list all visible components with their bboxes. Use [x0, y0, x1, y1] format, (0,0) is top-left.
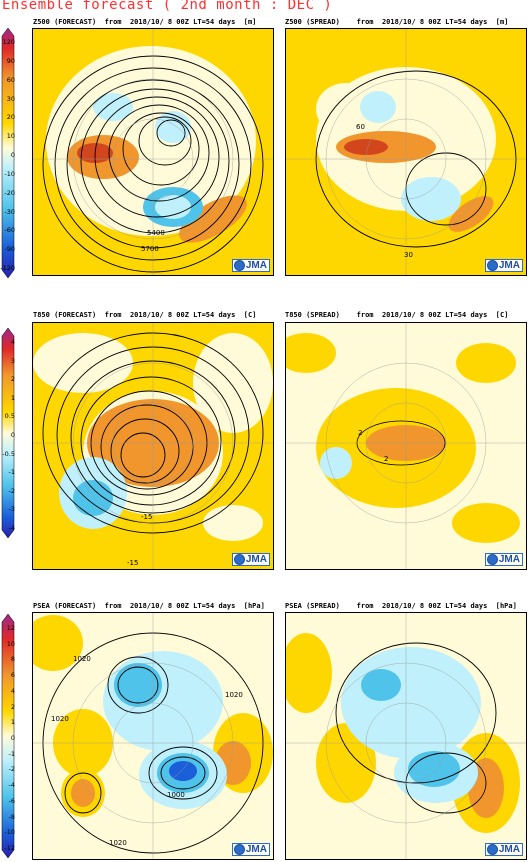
psea-spread-map: JMA [285, 612, 527, 860]
colorbar-tick-label: 60 [6, 75, 15, 84]
t850-forecast-field: -15 -15 [33, 323, 273, 569]
z500-spread-label-60: 60 [356, 123, 365, 131]
psea-spread-header: PSEA (SPREAD) from 2018/10/ 8 00Z LT=54 … [285, 602, 517, 610]
colorbar-tick-label: -2 [8, 765, 15, 774]
t850-spread-map: 2 2 JMA [285, 322, 527, 570]
colorbar-tick-label: 10 [6, 639, 15, 648]
psea-spread-field [286, 613, 526, 859]
colorbar-tick-label: -12 [4, 844, 15, 852]
colorbar-tick-label: 0 [10, 734, 15, 742]
psea-forecast-map: 1020 1020 1020 1000 1020 JMA [32, 612, 274, 860]
colorbar-tick-label: 0.5 [4, 412, 15, 421]
colorbar-tick-label: 20 [6, 113, 15, 122]
colorbar-tick-label: 90 [6, 56, 15, 65]
colorbar-tick-label: -90 [4, 245, 15, 254]
colorbar-tick-label: -20 [4, 188, 15, 197]
jma-logo: JMA [231, 259, 270, 272]
colorbar-tick-label: -2 [8, 486, 15, 495]
colorbar-tick-label: 2 [10, 702, 15, 711]
colorbar-tick-label: 6 [10, 671, 15, 680]
colorbar-tick-label: 3 [10, 356, 15, 365]
t850-forecast-header: T850 (FORECAST) from 2018/10/ 8 00Z LT=5… [33, 311, 257, 319]
colorbar-tick-label: 12 [6, 624, 15, 632]
colorbar-tick-label: 1 [10, 393, 15, 402]
psea-label-e: 1020 [109, 839, 127, 847]
t850-label-a: -15 [141, 513, 152, 521]
z500-colorbar [1, 28, 15, 278]
colorbar-tick-label: -4 [8, 524, 15, 532]
jma-globe-icon [486, 260, 498, 271]
t850-spread-field: 2 2 [286, 323, 526, 569]
colorbar-tick-label: -1 [8, 749, 15, 758]
jma-globe-icon [486, 844, 498, 855]
colorbar-tick-label: -6 [8, 796, 15, 805]
psea-label-c: 1020 [225, 691, 243, 699]
colorbar-tick-label: -10 [4, 169, 15, 178]
jma-logo: JMA [231, 553, 270, 566]
jma-logo: JMA [231, 843, 270, 856]
z500-label-5700: 5700 [141, 245, 159, 253]
jma-logo: JMA [484, 259, 523, 272]
colorbar-tick-label: -1 [8, 468, 15, 477]
page-title: Ensemble forecast ( 2nd month : DEC ) [2, 0, 333, 13]
t850-spread-header: T850 (SPREAD) from 2018/10/ 8 00Z LT=54 … [285, 311, 509, 319]
colorbar-tick-label: 10 [6, 132, 15, 141]
colorbar-tick-label: 0 [10, 151, 15, 159]
colorbar-tick-label: -3 [8, 505, 15, 514]
colorbar-tick-label: -8 [8, 812, 15, 821]
psea-forecast-header: PSEA (FORECAST) from 2018/10/ 8 00Z LT=5… [33, 602, 265, 610]
psea-forecast-field: 1020 1020 1020 1000 1020 [33, 613, 273, 859]
colorbar-tick-label: 120 [2, 38, 15, 46]
z500-spread-label-30: 30 [404, 251, 413, 259]
colorbar-tick-label: -0.5 [2, 449, 15, 458]
z500-spread-header: Z500 (SPREAD) from 2018/10/ 8 00Z LT=54 … [285, 18, 509, 26]
t850-spread-label-a: 2 [358, 429, 362, 437]
jma-logo: JMA [484, 843, 523, 856]
t850-label-b: -15 [127, 559, 138, 567]
psea-label-d: 1000 [167, 791, 185, 799]
colorbar-tick-label: -30 [4, 207, 15, 216]
t850-colorbar [1, 328, 15, 538]
colorbar-tick-label: 0 [10, 431, 15, 439]
jma-globe-icon [486, 554, 498, 565]
colorbar-tick-label: -60 [4, 226, 15, 235]
colorbar-tick-label: 4 [10, 338, 15, 346]
jma-globe-icon [233, 844, 245, 855]
colorbar-tick-label: 1 [10, 718, 15, 727]
z500-label-5400: 5400 [147, 229, 165, 237]
colorbar-tick-label: -4 [8, 781, 15, 790]
z500-forecast-header: Z500 (FORECAST) from 2018/10/ 8 00Z LT=5… [33, 18, 257, 26]
colorbar-tick-label: 4 [10, 686, 15, 695]
jma-logo: JMA [484, 553, 523, 566]
colorbar-tick-label: 8 [10, 655, 15, 664]
colorbar-tick-label: 30 [6, 94, 15, 103]
colorbar-tick-label: 2 [10, 375, 15, 384]
psea-label-a: 1020 [73, 655, 91, 663]
z500-spread-map: 30 60 JMA [285, 28, 527, 276]
t850-spread-label-b: 2 [384, 455, 388, 463]
z500-forecast-map: 5400 5700 JMA [32, 28, 274, 276]
psea-label-b: 1020 [51, 715, 69, 723]
z500-forecast-field: 5400 5700 [33, 29, 273, 275]
psea-colorbar [1, 614, 15, 858]
t850-forecast-map: -15 -15 JMA [32, 322, 274, 570]
z500-spread-field: 30 60 [286, 29, 526, 275]
jma-globe-icon [233, 260, 245, 271]
colorbar-tick-label: -10 [4, 828, 15, 837]
colorbar-tick-label: -120 [0, 264, 15, 272]
jma-globe-icon [233, 554, 245, 565]
